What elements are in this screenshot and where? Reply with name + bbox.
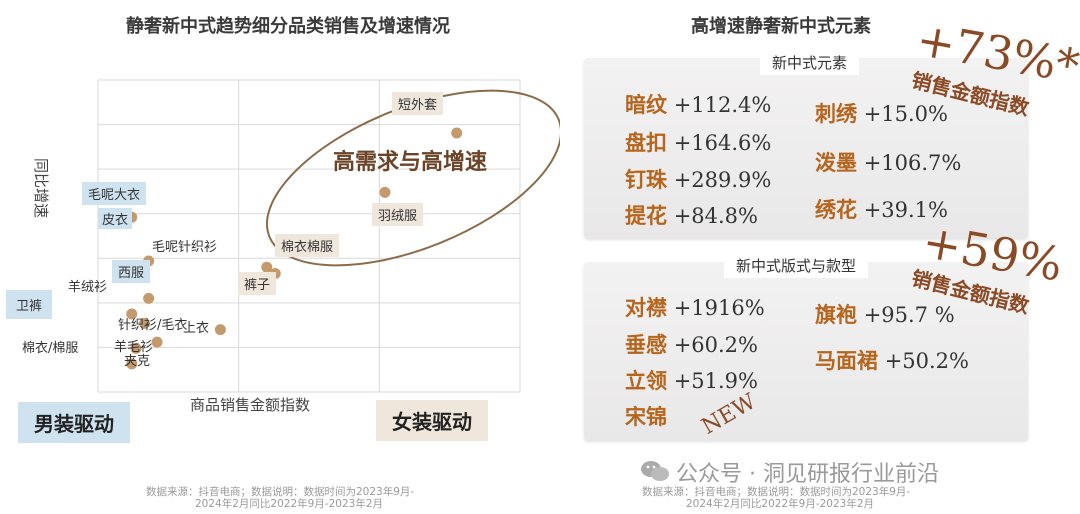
element-item: 暗纹 +112.4%: [625, 93, 772, 117]
point-label: 上衣: [183, 321, 210, 336]
style-item: 对襟 +1916%: [625, 296, 765, 320]
y-axis-label: 同比增速: [32, 158, 50, 219]
element-item: 钉珠 +289.9%: [625, 168, 772, 192]
data-point: [138, 317, 150, 329]
right-title: 高增速静奢新中式元素: [691, 16, 871, 37]
point-label: 针织衫/毛衣: [118, 318, 188, 333]
element-item: 盘扣 +164.6%: [625, 131, 772, 155]
chart-title: 静奢新中式趋势细分品类销售及增速情况: [126, 16, 450, 37]
wechat-icon: [640, 458, 670, 484]
element-item: 绣花 +39.1%: [815, 198, 948, 222]
point-label: 毛呢针织衫: [152, 240, 218, 255]
point-label: 棉衣/棉服: [22, 341, 79, 356]
source-note-left-1: 数据来源：抖音电商；数据说明：数据时间为2023年9月-: [146, 486, 415, 498]
style-item: 垂感 +60.2%: [625, 333, 758, 357]
point-label: 羊绒衫: [68, 280, 108, 295]
element-item: 刺绣 +15.0%: [815, 102, 948, 126]
point-label: 棉衣棉服: [275, 234, 340, 257]
elements-panel-title: 新中式元素: [760, 50, 860, 75]
style-item: 旗袍 +95.7 %: [815, 303, 955, 327]
point-label: 皮衣: [98, 208, 133, 229]
styles-panel: [584, 262, 1028, 440]
data-point: [379, 186, 391, 198]
data-point: [151, 336, 163, 348]
data-point: [214, 324, 226, 336]
elements-panel: [584, 58, 1028, 238]
style-item: 宋锦: [625, 405, 667, 429]
point-label: 卫裤: [6, 290, 53, 319]
point-label: 西服: [112, 260, 151, 283]
x-axis-label: 商品销售金额指数: [190, 396, 311, 414]
data-point: [126, 308, 138, 320]
element-item: 泼墨 +106.7%: [815, 151, 962, 175]
element-item: 提花 +84.8%: [625, 204, 758, 228]
watermark: 公众号 · 洞见研报行业前沿: [676, 462, 939, 487]
highlight-ellipse: [266, 89, 560, 267]
chart-grid: [97, 79, 521, 393]
data-point: [261, 261, 273, 273]
point-label: 毛呢大衣: [82, 182, 147, 205]
point-label: 裤子: [238, 272, 277, 295]
point-label: 羊毛衫: [114, 340, 154, 355]
source-note-left-2: 2024年2月同比2022年9月-2023年2月: [195, 498, 383, 510]
style-item: 马面裙 +50.2%: [815, 349, 969, 373]
data-point: [130, 342, 142, 354]
styles-panel-title: 新中式版式与款型: [724, 253, 869, 278]
data-point: [451, 127, 463, 139]
men-driven-label: 男装驱动: [18, 402, 130, 443]
source-note-right-2: 2024年2月同比2022年9月-2023年2月: [686, 498, 874, 510]
data-point: [143, 292, 155, 304]
point-label: 羽绒服: [372, 203, 424, 226]
style-item: 立领 +51.9%: [625, 369, 758, 393]
data-point: [126, 358, 138, 370]
point-label: 短外套: [392, 92, 444, 115]
annotation-label: 高需求与高增速: [333, 149, 488, 175]
women-driven-label: 女装驱动: [376, 400, 488, 441]
point-label: 夹克: [124, 354, 151, 369]
source-note-right-1: 数据来源：抖音电商；数据说明：数据时间为2023年9月-: [642, 486, 911, 498]
